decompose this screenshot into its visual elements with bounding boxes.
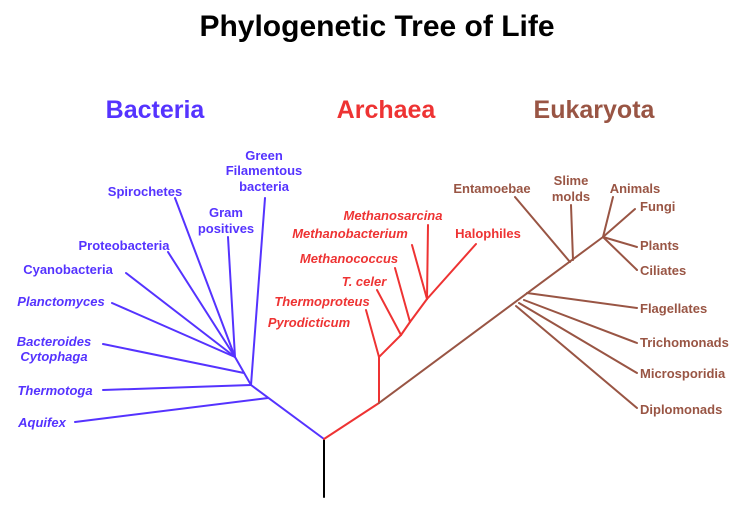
branch-archaea-inner-1 [378,334,402,358]
label-diplomonads: Diplomonads [640,402,722,417]
label-thermotoga: Thermotoga [17,383,92,398]
label-microsporidia: Microsporidia [640,366,726,381]
bacteria-labels: Green Filamentous bacteria Spirochetes G… [17,148,303,430]
diagram-title: Phylogenetic Tree of Life [199,10,554,43]
branch-cyanobacteria [125,272,236,358]
branch-eukaryota-main [378,236,604,404]
branch-archaea-inner-3 [409,298,428,323]
label-green-filamentous-line1: Green [245,148,283,163]
branch-methanosarcina [426,224,429,300]
branch-pyrodicticum [365,309,380,358]
label-proteobacteria: Proteobacteria [78,238,170,253]
archaea-branches [323,224,477,440]
branch-microsporidia [518,302,638,374]
label-planctomyces: Planctomyces [17,294,104,309]
branch-thermoproteus [376,289,402,336]
label-cytophaga: Cytophaga [20,349,87,364]
label-ciliates: Ciliates [640,263,686,278]
label-entamoebae: Entamoebae [453,181,530,196]
branch-halophiles [426,243,477,300]
branch-plants [602,236,638,248]
branch-bacteria-main [250,384,325,440]
branch-trichomonads [523,299,638,344]
label-cyanobacteria: Cyanobacteria [23,262,113,277]
branch-planctomyces [111,302,236,358]
branch-flagellates [526,292,638,309]
label-aquifex: Aquifex [17,415,66,430]
branch-methanobacterium [411,244,428,300]
label-green-filamentous-line3: bacteria [239,179,290,194]
label-gram-positives-line2: positives [198,221,254,236]
label-methanobacterium: Methanobacterium [292,226,408,241]
branch-aquifex [74,397,269,423]
branch-animals [602,196,614,238]
label-methanococcus: Methanococcus [300,251,398,266]
label-gram-positives-line1: Gram [209,205,243,220]
label-green-filamentous-line2: Filamentous [226,163,303,178]
branch-thermotoga [102,384,252,391]
branch-archaea-inner-2 [400,321,411,336]
domain-label-bacteria: Bacteria [106,96,206,124]
archaea-labels: Methanosarcina Methanobacterium Halophil… [268,208,521,330]
branch-core [234,356,252,386]
branch-diplomonads [515,305,638,409]
branch-methanococcus [394,267,411,323]
label-thermoproteus: Thermoproteus [274,294,369,309]
label-halophiles: Halophiles [455,226,521,241]
label-bacteroides: Bacteroides [17,334,91,349]
eukaryota-branches [378,196,638,409]
label-spirochetes: Spirochetes [108,184,182,199]
label-methanosarcina: Methanosarcina [344,208,443,223]
branch-green-filamentous [250,197,266,386]
label-fungi: Fungi [640,199,675,214]
label-t-celer: T. celer [342,274,388,289]
branch-fungi [602,208,636,238]
bacteria-branches [74,197,325,440]
label-slime-molds-line1: Slime [554,173,589,188]
branch-bacteroides [102,343,245,374]
label-slime-molds-line2: molds [552,189,590,204]
branch-archaea-main [323,402,380,440]
label-trichomonads: Trichomonads [640,335,729,350]
domain-label-archaea: Archaea [337,96,437,124]
label-animals: Animals [610,181,661,196]
branch-slime-molds [570,204,574,261]
label-pyrodicticum: Pyrodicticum [268,315,351,330]
branch-proteobacteria [167,251,236,358]
label-plants: Plants [640,238,679,253]
label-flagellates: Flagellates [640,301,707,316]
branch-entamoebae [514,196,571,263]
branch-spirochetes [174,197,236,358]
eukaryota-labels: Entamoebae Slime molds Animals Fungi Pla… [453,173,729,417]
branch-gram-positives [227,236,236,358]
domain-label-eukaryota: Eukaryota [534,96,656,124]
branch-ciliates [602,236,638,271]
